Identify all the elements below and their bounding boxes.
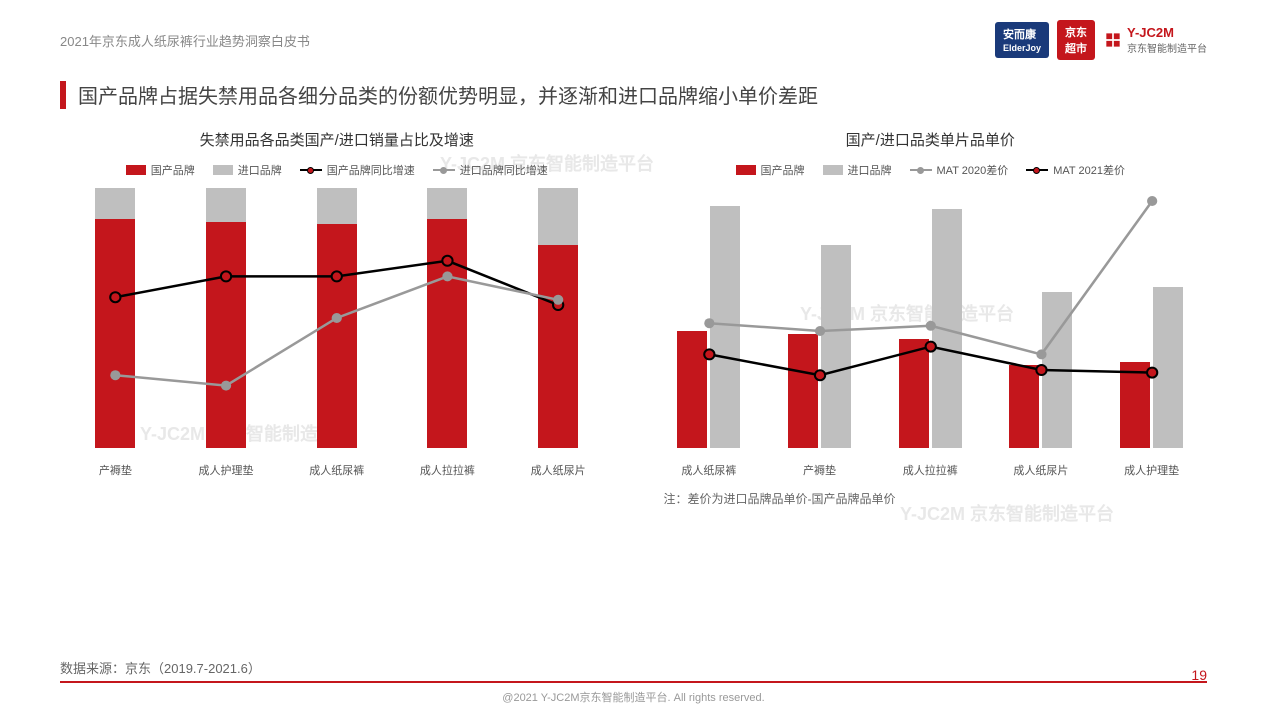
legend-item: 国产品牌 (736, 162, 805, 178)
copyright: @2021 Y-JC2M京东智能制造平台. All rights reserve… (0, 689, 1267, 705)
legend-item: 进口品牌同比增速 (433, 162, 548, 178)
legend-item: 进口品牌 (213, 162, 282, 178)
x-axis-label: 成人拉拉裤 (895, 462, 965, 478)
legend-item: 国产品牌同比增速 (300, 162, 415, 178)
chart1-plot: 产褥垫 成人护理垫 成人纸尿裤 成人拉拉裤 成人纸尿片 (60, 188, 614, 478)
logo-jd-super: 京东超市 (1057, 20, 1095, 60)
chart2-plot: 成人纸尿裤 产褥垫 成人拉拉裤 成人纸尿片 成人护理垫 (654, 188, 1208, 478)
footer-red-line (60, 681, 1207, 683)
chart-left: 失禁用品各品类国产/进口销量占比及增速 国产品牌 进口品牌 国产品牌同比增速 进口品牌… (60, 129, 614, 507)
logo-yjc2m: Y-JC2M京东智能制造平台 (1103, 25, 1207, 55)
x-axis-label: 成人纸尿片 (1006, 462, 1076, 478)
legend-item: 进口品牌 (823, 162, 892, 178)
legend-item: MAT 2021差价 (1026, 162, 1125, 178)
logo-group: 安而康ElderJoy 京东超市 Y-JC2M京东智能制造平台 (995, 20, 1207, 60)
chart1-legend: 国产品牌 进口品牌 国产品牌同比增速 进口品牌同比增速 (60, 162, 614, 178)
chart1-title: 失禁用品各品类国产/进口销量占比及增速 (60, 129, 614, 150)
data-source: 数据来源：京东（2019.7-2021.6） (60, 658, 1207, 677)
legend-item: MAT 2020差价 (910, 162, 1009, 178)
x-axis-label: 成人护理垫 (191, 462, 261, 478)
doc-title: 2021年京东成人纸尿裤行业趋势洞察白皮书 (60, 31, 310, 50)
chart2-legend: 国产品牌 进口品牌 MAT 2020差价 MAT 2021差价 (654, 162, 1208, 178)
x-axis-label: 成人护理垫 (1117, 462, 1187, 478)
x-axis-label: 产褥垫 (80, 462, 150, 478)
chart2-title: 国产/进口品类单片品单价 (654, 129, 1208, 150)
x-axis-label: 成人纸尿裤 (674, 462, 744, 478)
x-axis-label: 成人纸尿裤 (302, 462, 372, 478)
x-axis-label: 成人纸尿片 (523, 462, 593, 478)
title-accent-bar (60, 81, 66, 109)
main-title: 国产品牌占据失禁用品各细分品类的份额优势明显，并逐渐和进口品牌缩小单价差距 (78, 80, 818, 109)
chart2-note: 注：差价为进口品牌品单价-国产品牌品单价 (654, 490, 1208, 507)
legend-item: 国产品牌 (126, 162, 195, 178)
x-axis-label: 产褥垫 (785, 462, 855, 478)
chart-right: 国产/进口品类单片品单价 国产品牌 进口品牌 MAT 2020差价 MAT 2021差… (654, 129, 1208, 507)
x-axis-label: 成人拉拉裤 (412, 462, 482, 478)
page-number: 19 (1191, 667, 1207, 683)
logo-elderjoy: 安而康ElderJoy (995, 22, 1049, 58)
